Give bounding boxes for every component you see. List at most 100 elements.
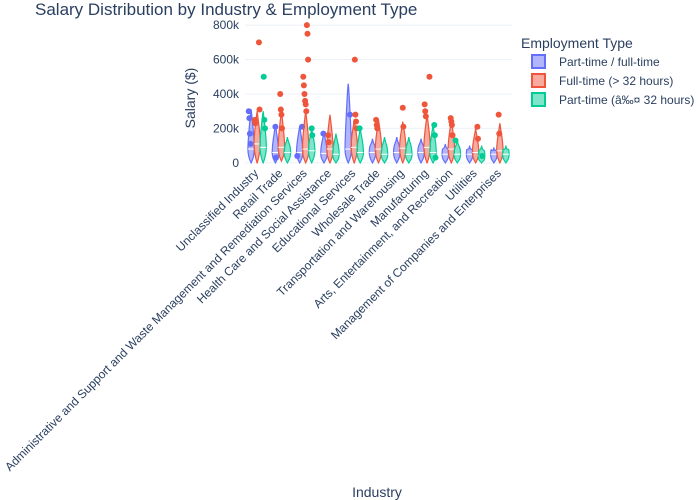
legend-swatch (531, 92, 546, 107)
outlier-point (309, 132, 316, 139)
x-tick-label: Administrative and Support and Waste Man… (2, 166, 310, 474)
violin (429, 124, 437, 165)
outlier-point (261, 116, 268, 123)
violin (374, 119, 383, 165)
outlier-point (320, 130, 327, 137)
legend: Employment Type Part-time / full-time Ful… (521, 35, 694, 107)
legend-label: Part-time / full-time (559, 55, 660, 69)
series-2 (259, 73, 510, 165)
violin (344, 83, 353, 165)
violin (277, 111, 286, 163)
legend-title: Employment Type (521, 35, 633, 51)
outlier-point (374, 125, 381, 132)
outlier-point (305, 56, 312, 63)
outlier-point (304, 30, 311, 37)
outlier-point (422, 108, 429, 115)
outlier-point (273, 154, 280, 161)
violin (471, 128, 480, 165)
legend-label: Part-time (â‰¤ 32 hours) (559, 93, 694, 107)
outlier-point (272, 123, 279, 130)
outlier-point (261, 125, 268, 132)
outlier-point (325, 139, 332, 146)
plot-area (245, 22, 512, 165)
outlier-point (356, 125, 363, 132)
outlier-point (347, 111, 354, 118)
x-axis-title: Industry (352, 484, 402, 500)
violin (301, 111, 310, 165)
violin (283, 136, 292, 165)
violin (326, 114, 334, 165)
violin (307, 128, 316, 165)
outlier-point (246, 115, 253, 122)
outlier-point (303, 108, 310, 115)
legend-swatch (531, 54, 546, 69)
outlier-point (308, 125, 315, 132)
y-tick-label: 800k (213, 18, 240, 32)
legend-item: Part-time (â‰¤ 32 hours) (531, 92, 694, 107)
legend-item: Full-time (> 32 hours) (531, 73, 673, 88)
outlier-point (422, 113, 429, 120)
y-tick-label: 200k (213, 121, 240, 135)
outlier-point (246, 130, 253, 137)
outlier-point (474, 135, 481, 142)
outlier-point (452, 137, 459, 144)
violin (356, 128, 365, 165)
legend-item: Part-time / full-time (531, 54, 660, 69)
outlier-point (256, 106, 263, 113)
violin (423, 114, 431, 165)
legend-swatch (531, 73, 546, 88)
violin (380, 136, 389, 165)
outlier-point (496, 130, 503, 137)
outlier-point (247, 140, 254, 147)
outlier-point (399, 104, 406, 111)
outlier-point (303, 22, 310, 29)
violin (404, 136, 413, 165)
outlier-point (245, 108, 252, 115)
violin (398, 121, 407, 165)
violin (441, 143, 450, 165)
outlier-point (495, 111, 502, 118)
outlier-point (352, 111, 359, 118)
violin (368, 138, 377, 165)
y-axis-ticks: 0 200k 400k 600k 800k (213, 18, 240, 170)
outlier-point (260, 73, 267, 80)
outlier-point (301, 91, 308, 97)
outlier-point (278, 111, 285, 118)
outlier-point (351, 56, 358, 63)
series-0 (245, 83, 498, 165)
violin (332, 133, 340, 165)
violin (453, 140, 462, 165)
y-tick-label: 400k (213, 87, 240, 101)
y-axis-title: Salary ($) (182, 68, 198, 129)
outlier-point (302, 101, 309, 108)
outlier-point (400, 123, 407, 130)
outlier-point (449, 132, 456, 139)
outlier-point (279, 125, 286, 132)
violin (417, 138, 425, 165)
outlier-point (373, 116, 380, 123)
outlier-point (448, 121, 455, 128)
outlier-point (255, 39, 262, 46)
legend-label: Full-time (> 32 hours) (559, 74, 673, 88)
outlier-point (353, 118, 360, 125)
outlier-point (479, 152, 486, 159)
series-1 (251, 22, 504, 165)
chart-title: Salary Distribution by Industry & Employ… (35, 0, 417, 19)
outlier-point (474, 123, 481, 130)
outlier-point (432, 154, 439, 161)
y-tick-label: 0 (232, 156, 239, 170)
outlier-point (421, 101, 428, 108)
violin (259, 111, 267, 165)
y-tick-label: 600k (213, 53, 240, 67)
outlier-point (252, 120, 259, 127)
outlier-point (277, 91, 284, 97)
outlier-point (431, 132, 438, 139)
outlier-point (325, 132, 332, 139)
violin (496, 123, 504, 165)
outlier-point (300, 82, 307, 89)
outlier-point (294, 152, 301, 159)
outlier-point (426, 73, 433, 80)
outlier-point (277, 106, 284, 113)
